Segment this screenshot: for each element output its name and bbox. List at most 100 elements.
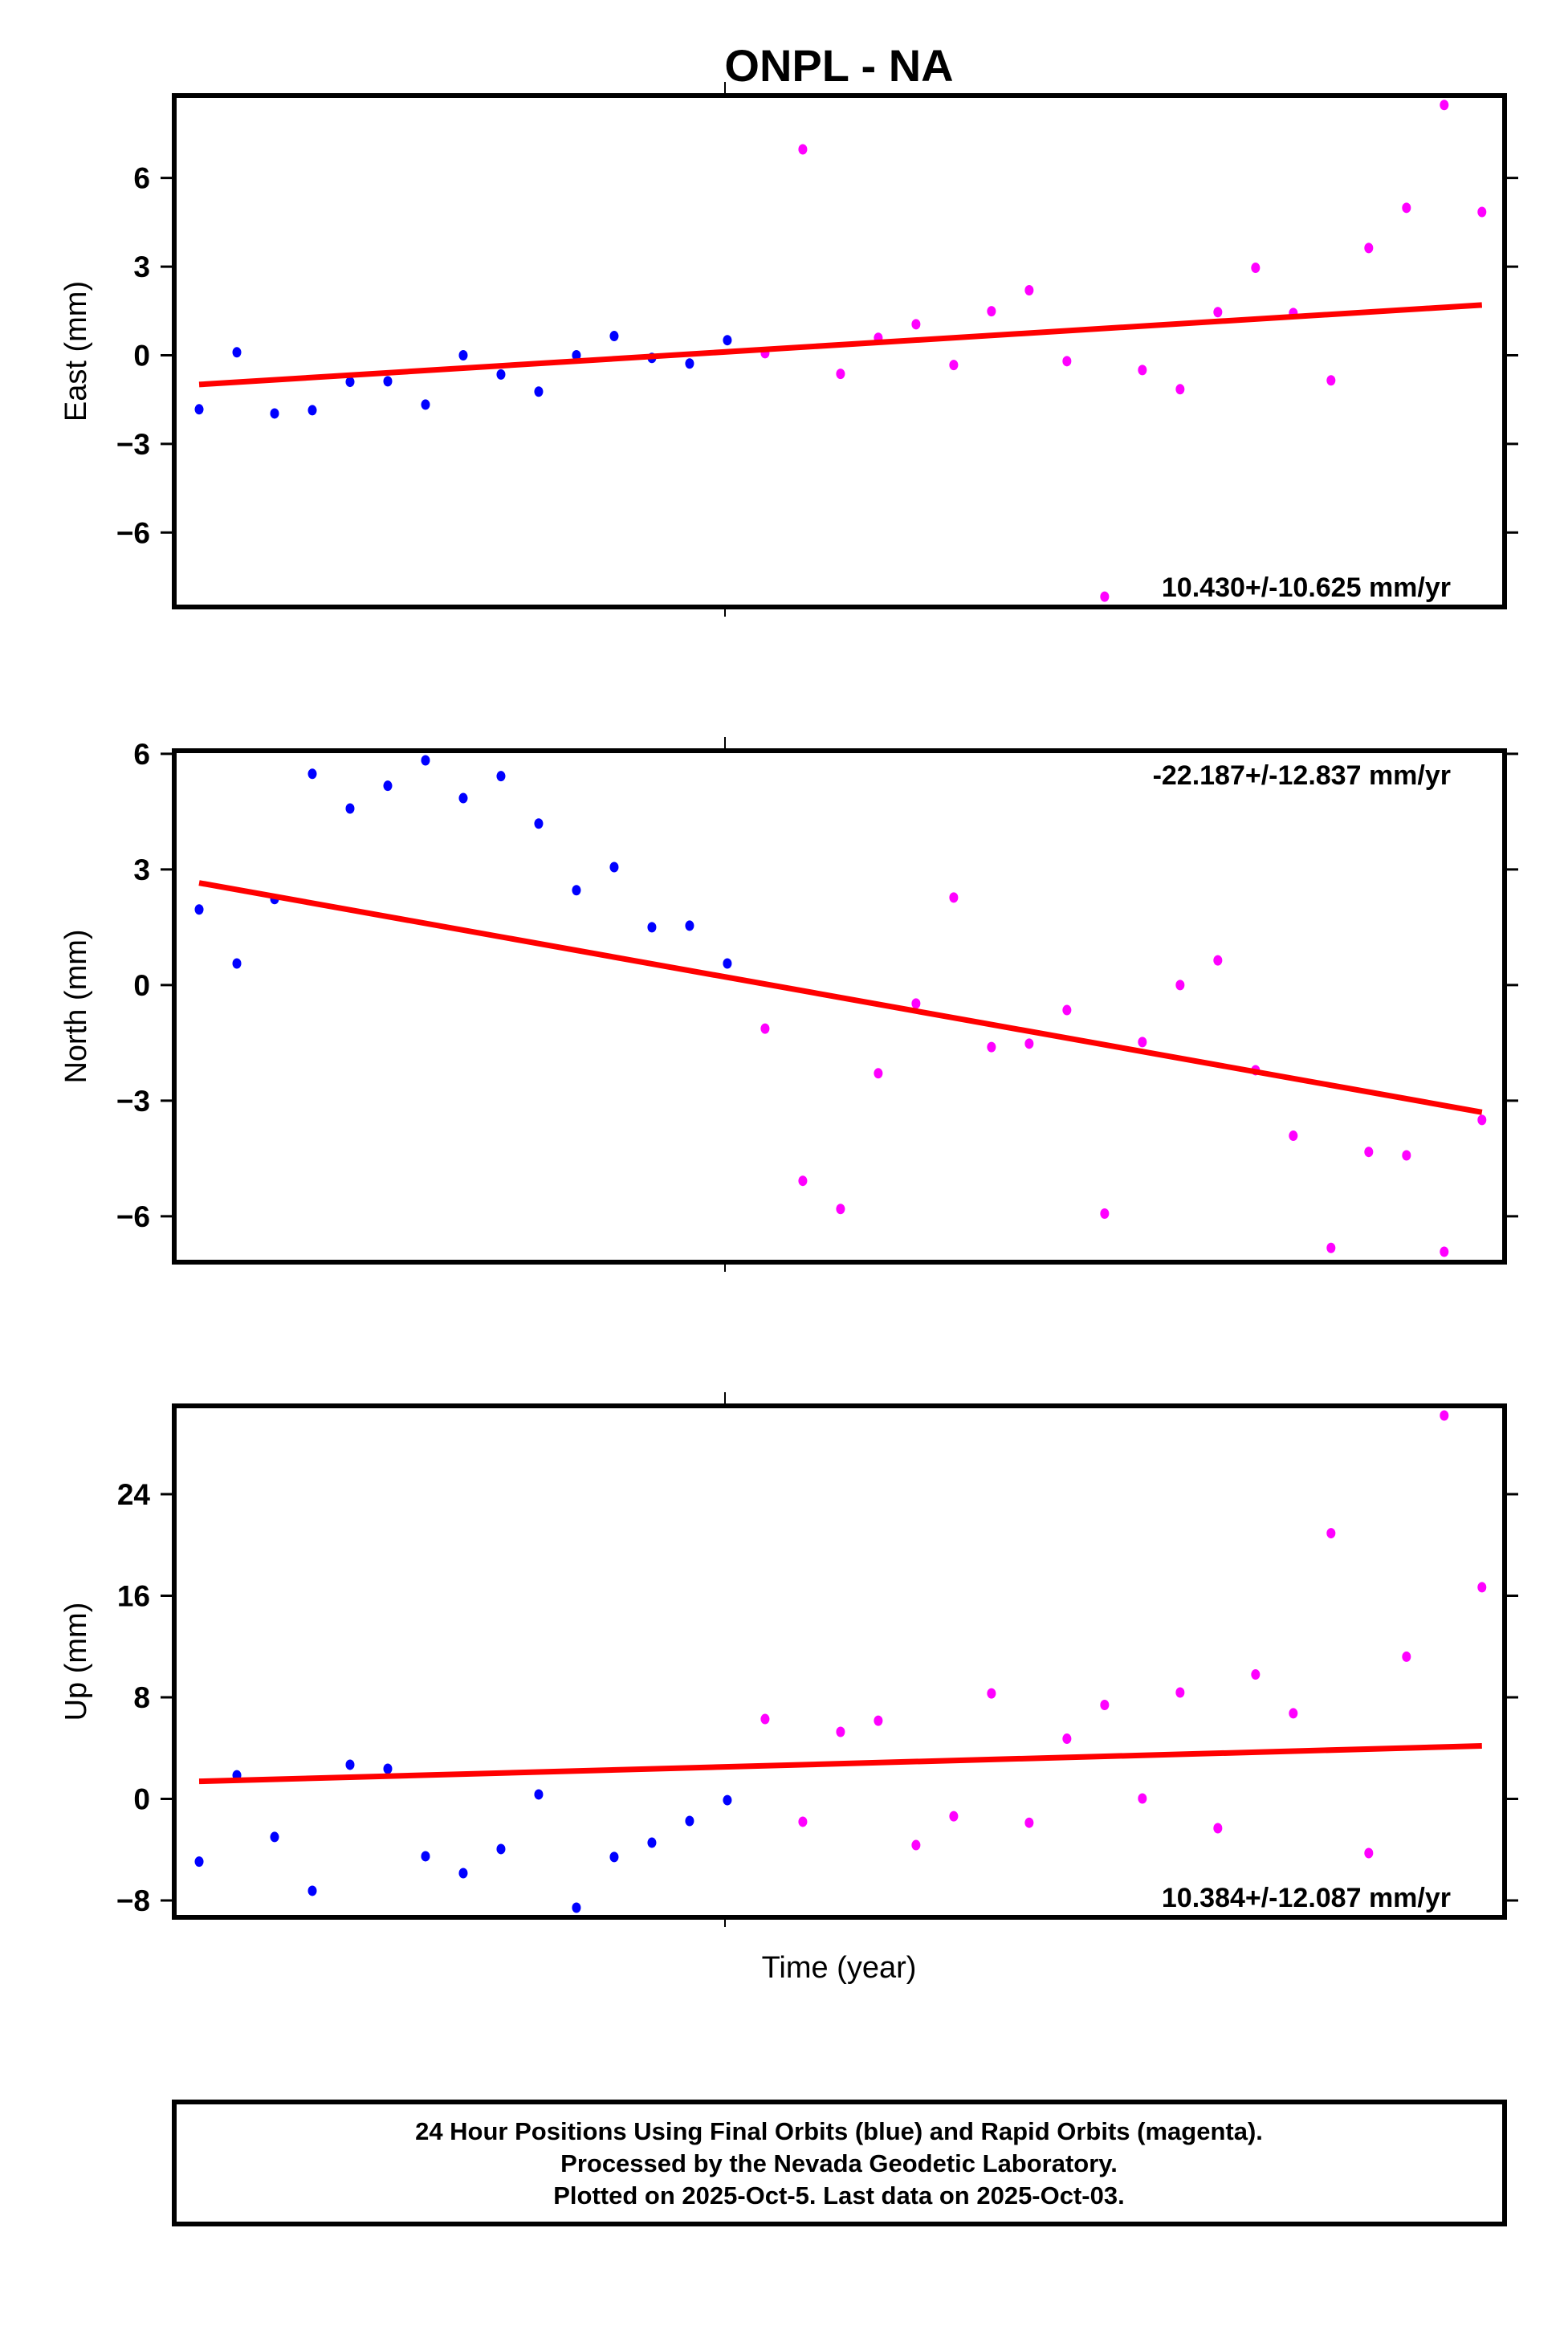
panels: 6 3 0 −3 −6 East (mm) 10.430+/-10.625 mm/yr 6 3 0…	[59, 82, 1518, 1927]
footer-border	[172, 2100, 1507, 2226]
data-layer	[194, 100, 1487, 602]
plot-frame	[172, 748, 1507, 1265]
rapid-orbit-point	[798, 144, 808, 155]
rapid-orbit-point	[1062, 1004, 1072, 1016]
rapid-orbit-point	[911, 1839, 921, 1851]
rapid-orbit-point	[1251, 1669, 1261, 1680]
rapid-orbit-point	[1289, 1708, 1298, 1719]
rapid-orbit-point	[836, 1204, 845, 1215]
footer-line-2: Processed by the Nevada Geodetic Laborat…	[560, 2149, 1118, 2177]
final-orbit-point	[345, 377, 355, 388]
rapid-orbit-point	[1251, 263, 1261, 274]
rapid-orbit-point	[1138, 1037, 1147, 1048]
final-orbit-point	[194, 404, 204, 415]
final-orbit-point	[496, 1843, 506, 1855]
final-orbit-point	[458, 792, 468, 804]
final-orbit-point	[345, 803, 355, 814]
final-orbit-point	[572, 1902, 581, 1913]
rapid-orbit-point	[1213, 307, 1223, 318]
y-tick-label: 0	[133, 339, 150, 372]
final-orbit-point	[647, 922, 657, 933]
rapid-orbit-point	[1402, 1651, 1411, 1662]
footer-box: 24 Hour Positions Using Final Orbits (bl…	[172, 2100, 1507, 2226]
y-tick-label: 16	[117, 1580, 150, 1613]
rapid-orbit-point	[1100, 1208, 1110, 1220]
rapid-orbit-point	[1100, 591, 1110, 602]
y-tick-label: −3	[116, 428, 150, 461]
final-orbit-point	[572, 349, 581, 360]
final-orbit-point	[496, 369, 506, 380]
final-orbit-point	[723, 958, 732, 969]
final-orbit-point	[534, 1789, 544, 1800]
rapid-orbit-point	[1024, 1817, 1034, 1828]
final-orbit-point	[534, 818, 544, 829]
trend-line	[198, 1743, 1482, 1785]
rapid-orbit-point	[1024, 1038, 1034, 1049]
y-tick-label: 0	[133, 969, 150, 1002]
final-orbit-point	[421, 1851, 430, 1862]
final-orbit-point	[194, 904, 204, 915]
final-orbit-point	[458, 349, 468, 360]
final-orbit-point	[270, 408, 279, 419]
rapid-orbit-point	[1402, 202, 1411, 214]
final-orbit-point	[383, 780, 393, 792]
y-tick-label: 6	[133, 738, 150, 771]
final-orbit-point	[572, 885, 581, 896]
rapid-orbit-point	[1024, 285, 1034, 296]
plot-frame	[172, 1403, 1507, 1920]
final-orbit-point	[534, 386, 544, 397]
y-tick-label: 24	[117, 1478, 151, 1511]
final-orbit-point	[685, 1815, 694, 1827]
final-orbit-point	[421, 755, 430, 766]
final-orbit-point	[383, 1763, 393, 1774]
rapid-orbit-point	[1326, 1528, 1336, 1539]
y-tick-label: −8	[116, 1884, 150, 1917]
final-orbit-point	[685, 920, 694, 931]
rapid-orbit-point	[1364, 242, 1374, 254]
y-tick-label: 3	[133, 251, 150, 283]
final-orbit-point	[609, 862, 619, 873]
panel-east: 6 3 0 −3 −6 East (mm) 10.430+/-10.625 mm/yr	[59, 82, 1518, 617]
data-layer	[194, 1410, 1487, 1913]
data-layer	[194, 755, 1487, 1257]
rapid-orbit-point	[1289, 1130, 1298, 1142]
y-tick-label: 0	[133, 1782, 150, 1815]
y-tick-label: −6	[116, 516, 150, 549]
rapid-orbit-point	[1364, 1147, 1374, 1158]
trend-line	[198, 302, 1483, 388]
final-orbit-point	[232, 347, 242, 358]
rapid-orbit-point	[949, 892, 959, 903]
rapid-orbit-point	[949, 360, 959, 371]
panel-north: 6 3 0 −3 −6 North (mm) -22.187+/-12.837 mm/yr	[59, 737, 1518, 1272]
rapid-orbit-point	[1477, 1582, 1487, 1593]
final-orbit-point	[723, 1794, 732, 1806]
rapid-orbit-point	[1175, 384, 1185, 395]
final-orbit-point	[345, 1759, 355, 1770]
rate-label-east: 10.430+/-10.625 mm/yr	[1162, 572, 1451, 603]
rapid-orbit-point	[836, 1726, 845, 1737]
rapid-orbit-point	[1175, 980, 1185, 991]
final-orbit-point	[194, 1856, 204, 1868]
rapid-orbit-point	[987, 1688, 996, 1699]
final-orbit-point	[307, 1885, 317, 1896]
rapid-orbit-point	[874, 1068, 883, 1079]
y-axis-label-east: East (mm)	[59, 281, 93, 422]
rapid-orbit-point	[1440, 100, 1449, 111]
y-tick-label: 6	[133, 162, 150, 195]
plot-frame	[172, 93, 1507, 609]
rapid-orbit-point	[1175, 1687, 1185, 1698]
footer-line-1: 24 Hour Positions Using Final Orbits (bl…	[415, 2117, 1263, 2145]
rapid-orbit-point	[987, 306, 996, 317]
chart-title: ONPL - NA	[724, 40, 953, 91]
rapid-orbit-point	[949, 1811, 959, 1822]
final-orbit-point	[723, 335, 732, 346]
y-tick-label: 8	[133, 1681, 150, 1714]
rapid-orbit-point	[911, 319, 921, 330]
rapid-orbit-point	[836, 369, 845, 380]
rapid-orbit-point	[760, 1713, 770, 1725]
rapid-orbit-point	[1062, 356, 1072, 367]
final-orbit-point	[307, 405, 317, 416]
rate-label-up: 10.384+/-12.087 mm/yr	[1162, 1883, 1451, 1913]
